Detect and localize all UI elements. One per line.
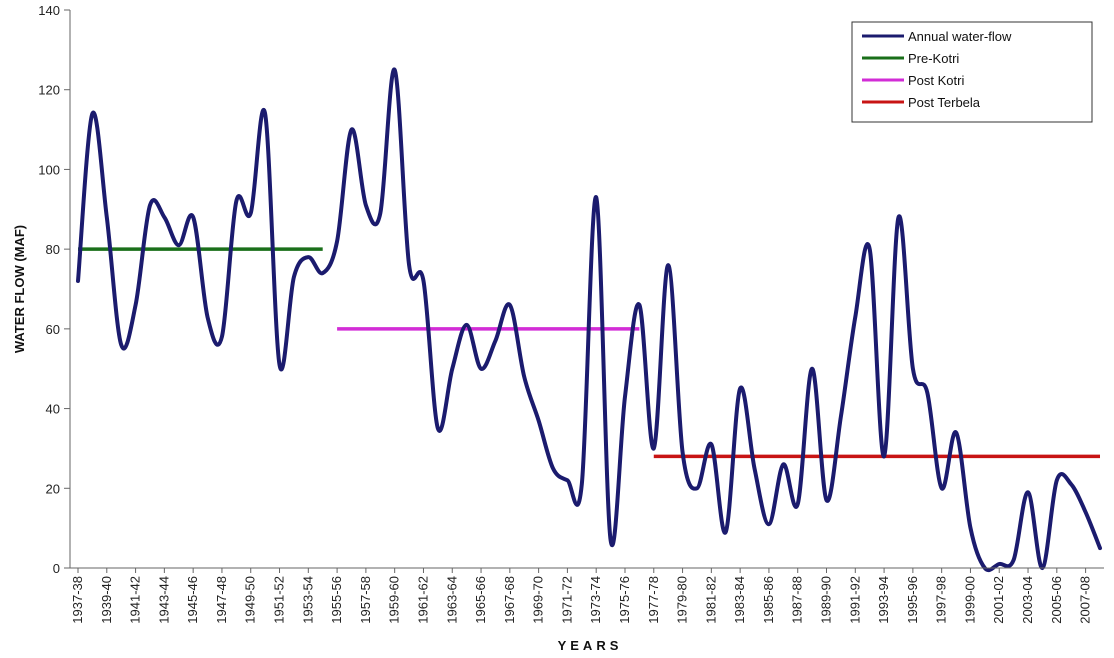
- x-tick-label: 1939-40: [99, 576, 114, 624]
- legend-box: [851, 21, 1093, 123]
- y-axis-title: WATER FLOW (MAF): [12, 225, 27, 353]
- x-tick-label: 1949-50: [243, 576, 258, 624]
- x-tick-label: 1999-00: [962, 576, 977, 624]
- x-tick-label: 1963-64: [444, 576, 459, 624]
- x-tick-label: 1957-58: [358, 576, 373, 624]
- legend-label: Pre-Kotri: [908, 51, 959, 66]
- x-tick-label: 1953-54: [300, 576, 315, 624]
- x-tick-label: 1945-46: [185, 576, 200, 624]
- y-tick-label: 140: [38, 3, 60, 18]
- annual-flow-line: [76, 67, 1102, 573]
- y-tick-label: 0: [53, 561, 60, 576]
- x-tick-label: 1987-88: [790, 576, 805, 624]
- x-tick-label: 1947-48: [214, 576, 229, 624]
- x-tick-label: 1943-44: [156, 576, 171, 624]
- x-tick-label: 1989-90: [819, 576, 834, 624]
- x-tick-label: 1955-56: [329, 576, 344, 624]
- x-tick-label: 1997-98: [934, 576, 949, 624]
- x-tick-label: 1951-52: [272, 576, 287, 624]
- x-tick-label: 1975-76: [617, 576, 632, 624]
- annual-flow-series: [76, 67, 1102, 573]
- x-tick-label: 2007-08: [1078, 576, 1093, 624]
- y-tick-label: 20: [46, 481, 60, 496]
- y-tick-label: 60: [46, 322, 60, 337]
- y-tick-label: 100: [38, 162, 60, 177]
- x-tick-label: 1977-78: [646, 576, 661, 624]
- x-tick-label: 1967-68: [502, 576, 517, 624]
- x-tick-label: 1969-70: [531, 576, 546, 624]
- x-axis-title: YEARS: [558, 638, 623, 653]
- x-tick-label: 1937-38: [70, 576, 85, 624]
- x-tick-label: 1961-62: [415, 576, 430, 624]
- x-tick-label: 1973-74: [588, 576, 603, 624]
- x-tick-label: 1959-60: [387, 576, 402, 624]
- x-tick-label: 1983-84: [732, 576, 747, 624]
- legend-label: Post Terbela: [908, 95, 981, 110]
- x-axis-ticks: 1937-38 1939-40 1941-42 1943-44 1945-46 1947-…: [70, 568, 1093, 624]
- y-axis-ticks: 0 20 40 60 80 100 120 140: [38, 3, 70, 576]
- x-tick-label: 1993-94: [876, 576, 891, 624]
- x-tick-label: 1985-86: [761, 576, 776, 624]
- x-tick-label: 2005-06: [1049, 576, 1064, 624]
- x-tick-label: 1941-42: [128, 576, 143, 624]
- x-tick-label: 2003-04: [1020, 576, 1035, 624]
- x-tick-label: 1995-96: [905, 576, 920, 624]
- legend-label: Post Kotri: [908, 73, 964, 88]
- x-tick-label: 1981-82: [703, 576, 718, 624]
- y-tick-label: 120: [38, 83, 60, 98]
- y-tick-label: 40: [46, 402, 60, 417]
- x-tick-label: 1979-80: [675, 576, 690, 624]
- x-tick-label: 1971-72: [559, 576, 574, 624]
- x-tick-label: 1965-66: [473, 576, 488, 624]
- y-tick-label: 80: [46, 242, 60, 257]
- x-tick-label: 1991-92: [847, 576, 862, 624]
- legend: Annual water-flow Pre-Kotri Post Kotri Post…: [851, 21, 1093, 123]
- legend-label: Annual water-flow: [908, 29, 1012, 44]
- x-tick-label: 2001-02: [991, 576, 1006, 624]
